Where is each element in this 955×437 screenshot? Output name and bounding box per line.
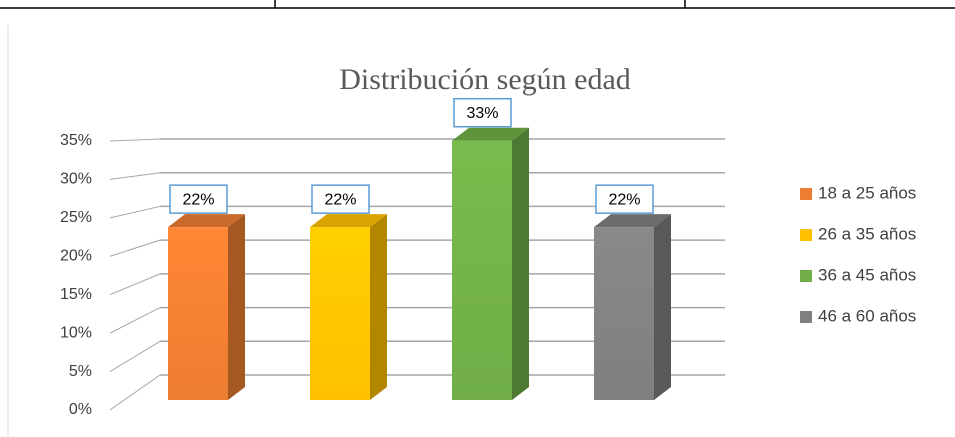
data-label: 22% xyxy=(182,191,214,208)
y-tick-label: 20% xyxy=(60,248,92,265)
bar-side xyxy=(370,214,387,400)
legend-label: 36 a 45 años xyxy=(818,265,916,284)
grid-line xyxy=(109,239,161,257)
legend-swatch xyxy=(800,229,812,241)
legend-swatch xyxy=(800,188,812,200)
bar-side xyxy=(654,214,671,400)
chart-title: Distribución según edad xyxy=(339,63,631,96)
y-tick-label: 0% xyxy=(69,401,92,418)
bar-top xyxy=(452,127,529,141)
bar-side xyxy=(512,127,529,400)
bar xyxy=(310,227,370,400)
y-tick-label: 10% xyxy=(60,324,92,341)
data-label: 22% xyxy=(608,191,640,208)
bar-top xyxy=(310,214,387,228)
legend-label: 18 a 25 años xyxy=(818,183,916,202)
y-tick-label: 5% xyxy=(69,363,92,380)
y-tick-label: 35% xyxy=(60,132,92,149)
data-label-box xyxy=(311,184,370,214)
legend-label: 46 a 60 años xyxy=(818,306,916,325)
legend-label: 26 a 35 años xyxy=(818,224,916,243)
bar-top xyxy=(168,214,245,228)
data-label: 22% xyxy=(324,191,356,208)
bar xyxy=(594,227,654,400)
data-label-box xyxy=(453,97,512,128)
data-label: 33% xyxy=(466,105,498,122)
bar xyxy=(452,140,512,400)
bar-top xyxy=(594,214,671,228)
grid-line xyxy=(109,205,161,219)
data-label-box xyxy=(595,184,654,214)
legend-swatch xyxy=(800,270,812,282)
grid-line xyxy=(109,340,161,372)
y-tick-label: 25% xyxy=(60,209,92,226)
y-tick-label: 15% xyxy=(60,286,92,303)
y-tick-label: 30% xyxy=(60,171,92,188)
bar-side xyxy=(228,214,245,400)
grid-line xyxy=(109,172,161,180)
grid-line xyxy=(109,307,161,334)
grid-line xyxy=(109,374,161,411)
bar xyxy=(168,227,228,400)
grid-line xyxy=(109,273,161,296)
data-label-box xyxy=(169,184,228,214)
legend-swatch xyxy=(800,311,812,323)
grid-line xyxy=(109,138,161,142)
